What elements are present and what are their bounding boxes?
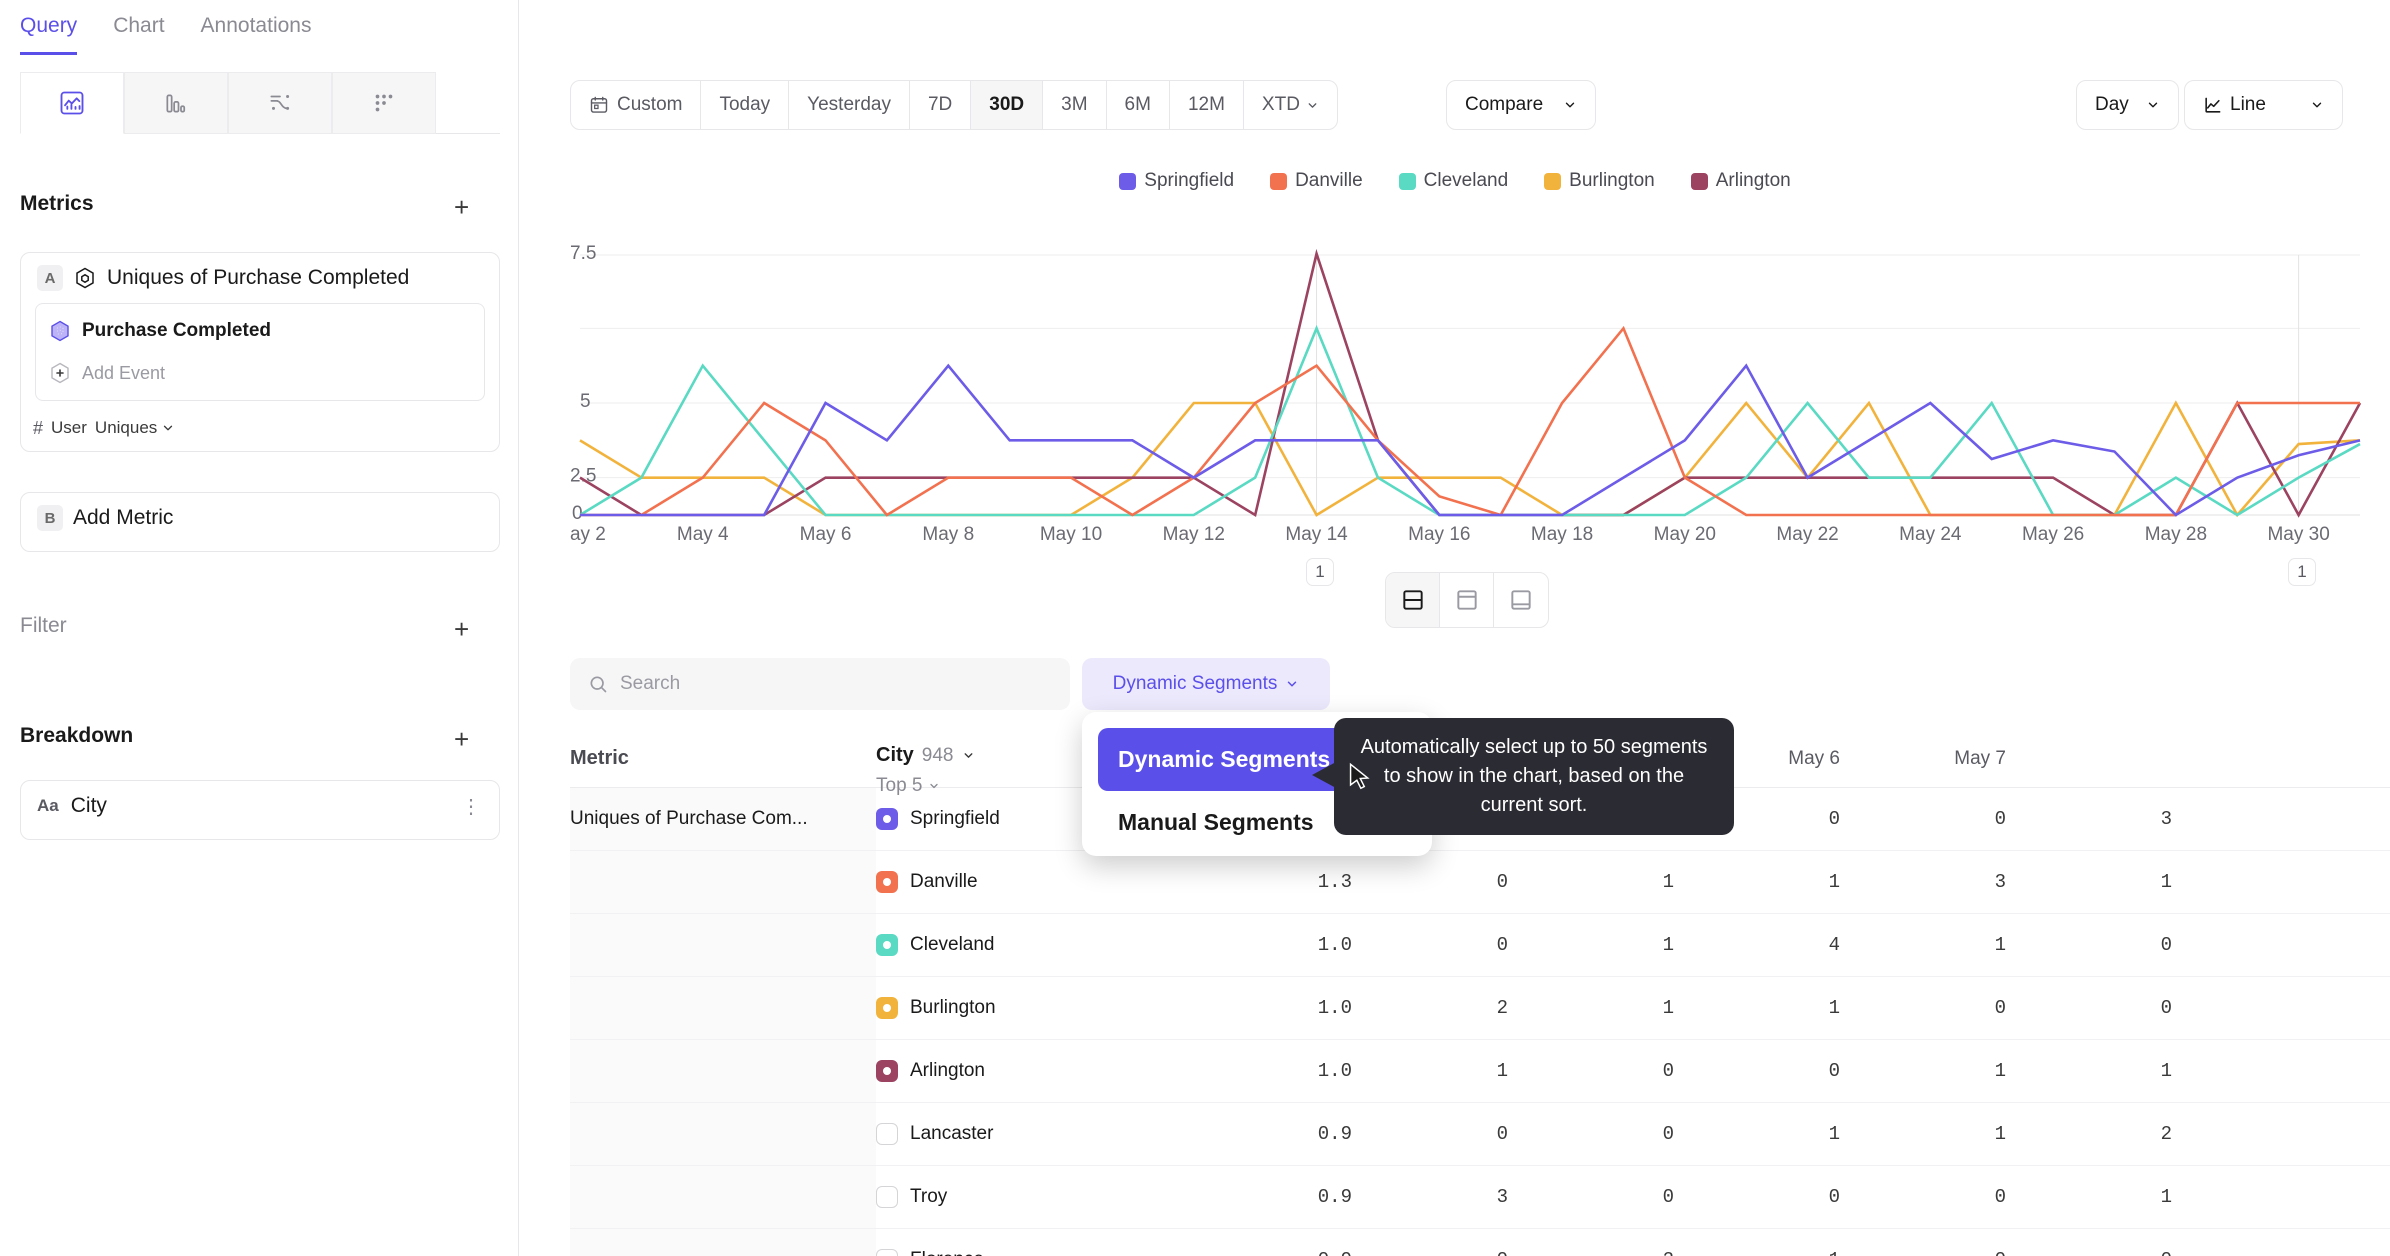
svg-text:May 4: May 4 (677, 524, 729, 545)
svg-text:May 28: May 28 (2145, 524, 2207, 545)
svg-text:May 30: May 30 (2267, 524, 2329, 545)
svg-text:2.5: 2.5 (570, 466, 596, 487)
svg-text:May 10: May 10 (1040, 524, 1102, 545)
svg-text:5: 5 (580, 391, 591, 412)
svg-text:May 6: May 6 (800, 524, 852, 545)
svg-text:May 26: May 26 (2022, 524, 2084, 545)
svg-text:May 22: May 22 (1776, 524, 1838, 545)
svg-text:May 12: May 12 (1163, 524, 1225, 545)
svg-text:May 24: May 24 (1899, 524, 1962, 545)
svg-text:May 16: May 16 (1408, 524, 1470, 545)
svg-text:May 14: May 14 (1285, 524, 1348, 545)
svg-text:May 20: May 20 (1654, 524, 1716, 545)
svg-text:May 18: May 18 (1531, 524, 1593, 545)
svg-text:7.5: 7.5 (570, 243, 596, 264)
svg-text:May 2: May 2 (570, 524, 606, 545)
svg-text:May 8: May 8 (922, 524, 974, 545)
